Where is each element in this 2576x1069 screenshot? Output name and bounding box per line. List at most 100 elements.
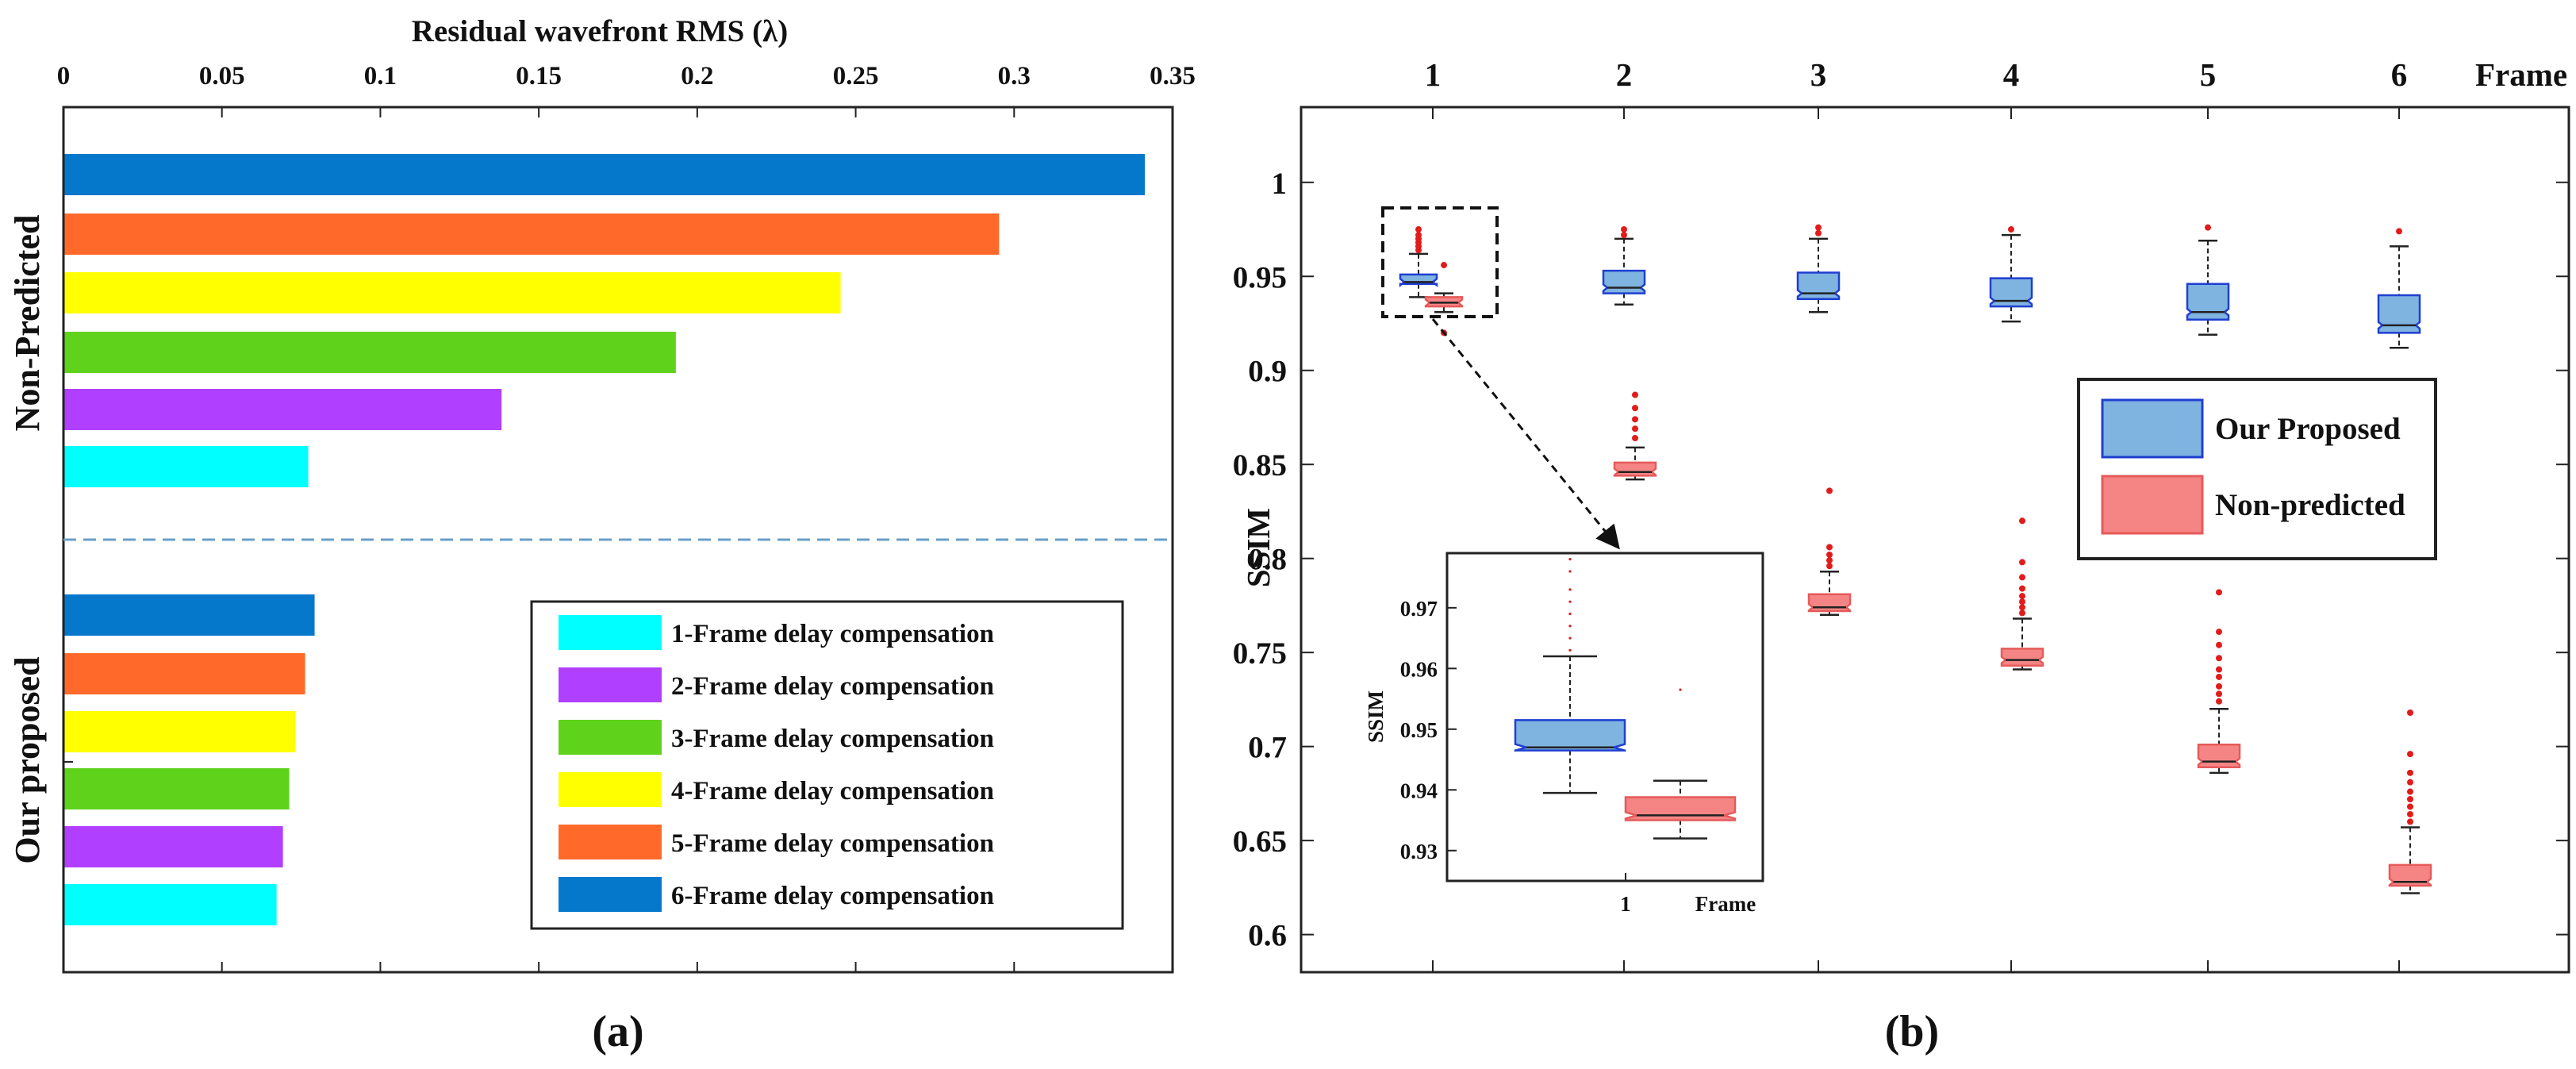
outlier-point <box>1826 487 1833 494</box>
legend-swatch-non-predicted <box>2101 475 2204 535</box>
x-tick-label-frame-6: 6 <box>2391 56 2408 93</box>
panel-b-boxes <box>1399 224 2432 894</box>
panel-a-x-axis-title: Residual wavefront RMS (λ) <box>412 14 789 48</box>
legend-swatch-5-frame <box>559 825 662 859</box>
box-body <box>2388 863 2432 887</box>
outlier-point <box>1632 391 1638 398</box>
outlier-point <box>1826 563 1833 570</box>
outlier-point <box>1568 612 1572 616</box>
bar-non-predicted-5-frame <box>64 213 1000 255</box>
outlier-point <box>2216 655 2222 662</box>
group-label-non-predicted: Non-Predicted <box>8 215 47 432</box>
y-tick-label: 0.95 <box>1233 260 1287 294</box>
legend-label: 4-Frame delay compensation <box>671 777 994 806</box>
outlier-point <box>2407 751 2413 758</box>
inset-frame <box>1445 552 1764 883</box>
box-our-proposed-frame-3 <box>1796 224 1841 313</box>
legend-swatch-6-frame <box>559 877 662 912</box>
outlier-point <box>2019 593 2025 600</box>
box-our-proposed-frame-1 <box>1399 226 1438 298</box>
outlier-point <box>1568 600 1572 603</box>
box-body <box>1807 593 1852 613</box>
outlier-point <box>2407 779 2413 786</box>
bar-non-predicted-2-frame <box>64 389 502 430</box>
panel-a-label: (a) <box>592 1007 643 1056</box>
x-tick-label: 0.05 <box>199 62 245 90</box>
y-tick-label: 0.8 <box>1248 543 1287 577</box>
x-tick-label: 0.25 <box>833 62 879 90</box>
panel-a-legend-box <box>530 600 1124 930</box>
panel-b-x-ticks: 1 2 3 4 5 6 <box>1425 56 2408 972</box>
outlier-point <box>1621 232 1627 239</box>
outlier-point <box>2019 585 2025 592</box>
bar-our-proposed-3-frame <box>64 768 290 809</box>
box-non-predicted-frame-5 <box>2197 589 2241 775</box>
legend-label: 2-Frame delay compensation <box>671 672 994 701</box>
outlier-point <box>2407 810 2413 817</box>
y-tick-label: 0.6 <box>1248 919 1287 953</box>
panel-a-legend: 1-Frame delay compensation 2-Frame delay … <box>530 600 1124 930</box>
box-our-proposed-frame-4 <box>1989 226 2033 323</box>
x-tick-label: 0 <box>57 62 71 90</box>
outlier-point <box>2216 589 2222 596</box>
box-body <box>1624 796 1737 821</box>
outlier-point <box>1815 229 1822 236</box>
legend-label: 3-Frame delay compensation <box>671 725 994 753</box>
y-tick-label: 0.7 <box>1248 731 1287 765</box>
legend-swatch-our-proposed <box>2101 398 2204 459</box>
outlier-point <box>1568 636 1572 640</box>
panel-b-plot-frame <box>1300 106 2570 974</box>
bar-our-proposed-6-frame <box>64 594 315 636</box>
panel-b-y-ticks: 0.6 0.65 0.7 0.75 0.8 0.85 0.9 0.95 1 <box>1233 167 2569 953</box>
inset-y-tick-label: 0.94 <box>1400 779 1438 802</box>
bar-our-proposed-4-frame <box>64 711 296 752</box>
outlier-point <box>1826 544 1833 551</box>
outlier-point <box>2019 559 2025 566</box>
x-tick-label-frame-1: 1 <box>1425 56 1442 93</box>
y-tick-label: 1 <box>1272 167 1288 201</box>
x-tick-label: 0.3 <box>998 62 1031 90</box>
outlier-point <box>2008 226 2014 233</box>
inset-background <box>1447 553 1763 881</box>
outlier-point <box>2019 604 2025 611</box>
bar-our-proposed-1-frame <box>64 884 277 925</box>
outlier-point <box>2407 788 2413 795</box>
outlier-point <box>1632 416 1638 423</box>
outlier-point <box>1415 232 1422 239</box>
outlier-point <box>1632 425 1638 433</box>
outlier-point <box>2019 598 2025 606</box>
outlier-point <box>2407 796 2413 802</box>
inset-y-tick-label: 0.96 <box>1400 657 1438 681</box>
outlier-point <box>2407 769 2413 776</box>
panel-b-ssim-boxplot: 1 2 3 4 5 6 Frame 0.6 0.65 0.7 0.75 0.8 0.85 0.9 0.9… <box>1233 56 2570 1056</box>
legend-label: Our Proposed <box>2215 412 2401 446</box>
outlier-point <box>2407 818 2413 825</box>
zoom-arrow <box>1431 318 1620 550</box>
panel-a-residual-rms-chart: Residual wavefront RMS (λ) 0 0.05 0.1 0.15 0… <box>8 14 1196 1056</box>
outlier-point <box>1415 226 1422 233</box>
box-body <box>1613 461 1657 477</box>
group-label-our-proposed: Our proposed <box>8 656 47 863</box>
outlier-point <box>1815 224 1822 231</box>
bar-non-predicted-4-frame <box>64 272 841 313</box>
legend-label: 1-Frame delay compensation <box>671 620 994 648</box>
inset-y-ticks: 0.93 0.94 0.95 0.96 0.97 <box>1400 597 1457 863</box>
outlier-point <box>2019 574 2025 581</box>
box-body <box>2000 648 2044 667</box>
x-tick-label-frame-2: 2 <box>1616 56 1633 93</box>
outlier-point <box>2019 517 2025 525</box>
box-our-proposed-frame-5 <box>2186 224 2230 336</box>
box-non-predicted-frame-2 <box>1613 391 1657 481</box>
legend-swatch-2-frame <box>559 667 662 702</box>
box-non-predicted-frame-6 <box>2388 709 2432 894</box>
x-tick-label: 0.35 <box>1150 62 1196 90</box>
outlier-point <box>2216 641 2222 648</box>
outlier-point <box>1679 688 1682 691</box>
outlier-point <box>1632 405 1638 412</box>
outlier-point <box>1826 557 1833 564</box>
legend-swatch-1-frame <box>559 615 662 650</box>
zoom-highlight-box <box>1381 206 1499 318</box>
x-tick-label-frame-4: 4 <box>2003 56 2020 93</box>
bar-non-predicted-1-frame <box>64 446 309 487</box>
